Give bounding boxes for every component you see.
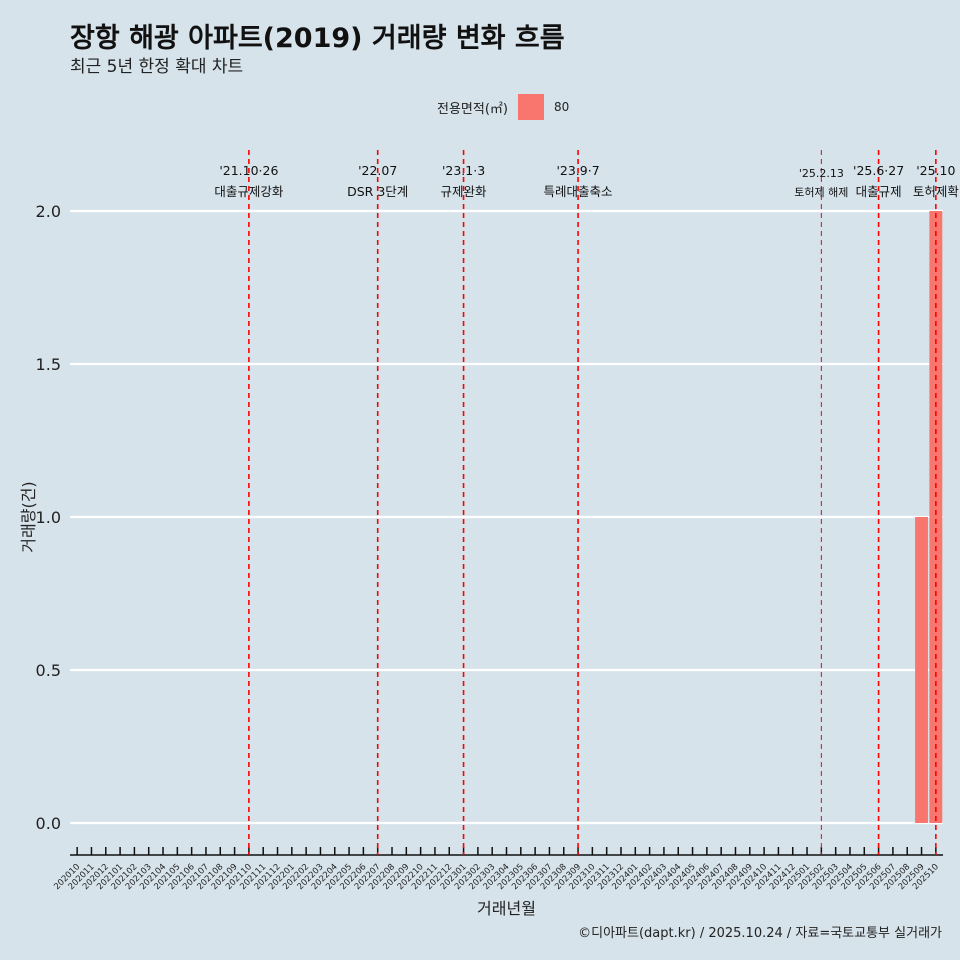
event-date-label: '25.2.13 bbox=[799, 167, 844, 180]
event-date-label: '23.1·3 bbox=[442, 163, 485, 178]
legend: 전용면적(㎡) 80 bbox=[437, 94, 569, 120]
legend-title: 전용면적(㎡) bbox=[437, 101, 508, 117]
bar bbox=[915, 517, 928, 823]
event-date-label: '21.10·26 bbox=[219, 163, 278, 178]
event-desc-label: 토허제확 bbox=[913, 184, 960, 199]
source-caption: ©디아파트(dapt.kr) / 2025.10.24 / 자료=국토교통부 실… bbox=[578, 926, 942, 941]
event-desc-label: 규제완화 bbox=[441, 184, 488, 199]
legend-entry-label: 80 bbox=[553, 100, 570, 114]
y-tick-label: 0.5 bbox=[36, 661, 61, 680]
chart-title: 장항 해광 아파트(2019) 거래량 변화 흐름 bbox=[70, 23, 565, 54]
event-date-label: '25.10 bbox=[916, 163, 955, 178]
event-desc-label: 대출규제강화 bbox=[214, 184, 284, 199]
x-axis-title: 거래년월 bbox=[477, 899, 536, 918]
event-desc-label: 대출규제 bbox=[856, 184, 902, 199]
event-date-label: '23.9·7 bbox=[556, 163, 599, 178]
event-date-label: '25.6·27 bbox=[853, 163, 904, 178]
event-desc-label: 토허제 해제 bbox=[794, 185, 848, 199]
y-tick-label: 1.5 bbox=[36, 355, 61, 374]
event-desc-label: 특례대출축소 bbox=[544, 184, 613, 199]
event-desc-label: DSR 3단계 bbox=[347, 184, 408, 199]
bar bbox=[929, 211, 943, 823]
y-tick-label: 1.0 bbox=[36, 508, 61, 527]
y-tick-label: 2.0 bbox=[36, 202, 61, 221]
legend-swatch bbox=[517, 94, 544, 120]
y-tick-label: 0.0 bbox=[36, 814, 61, 833]
event-date-label: '22.07 bbox=[358, 163, 397, 178]
y-axis-title: 거래량(건) bbox=[19, 481, 38, 552]
chart-subtitle: 최근 5년 한정 확대 차트 bbox=[70, 57, 244, 77]
